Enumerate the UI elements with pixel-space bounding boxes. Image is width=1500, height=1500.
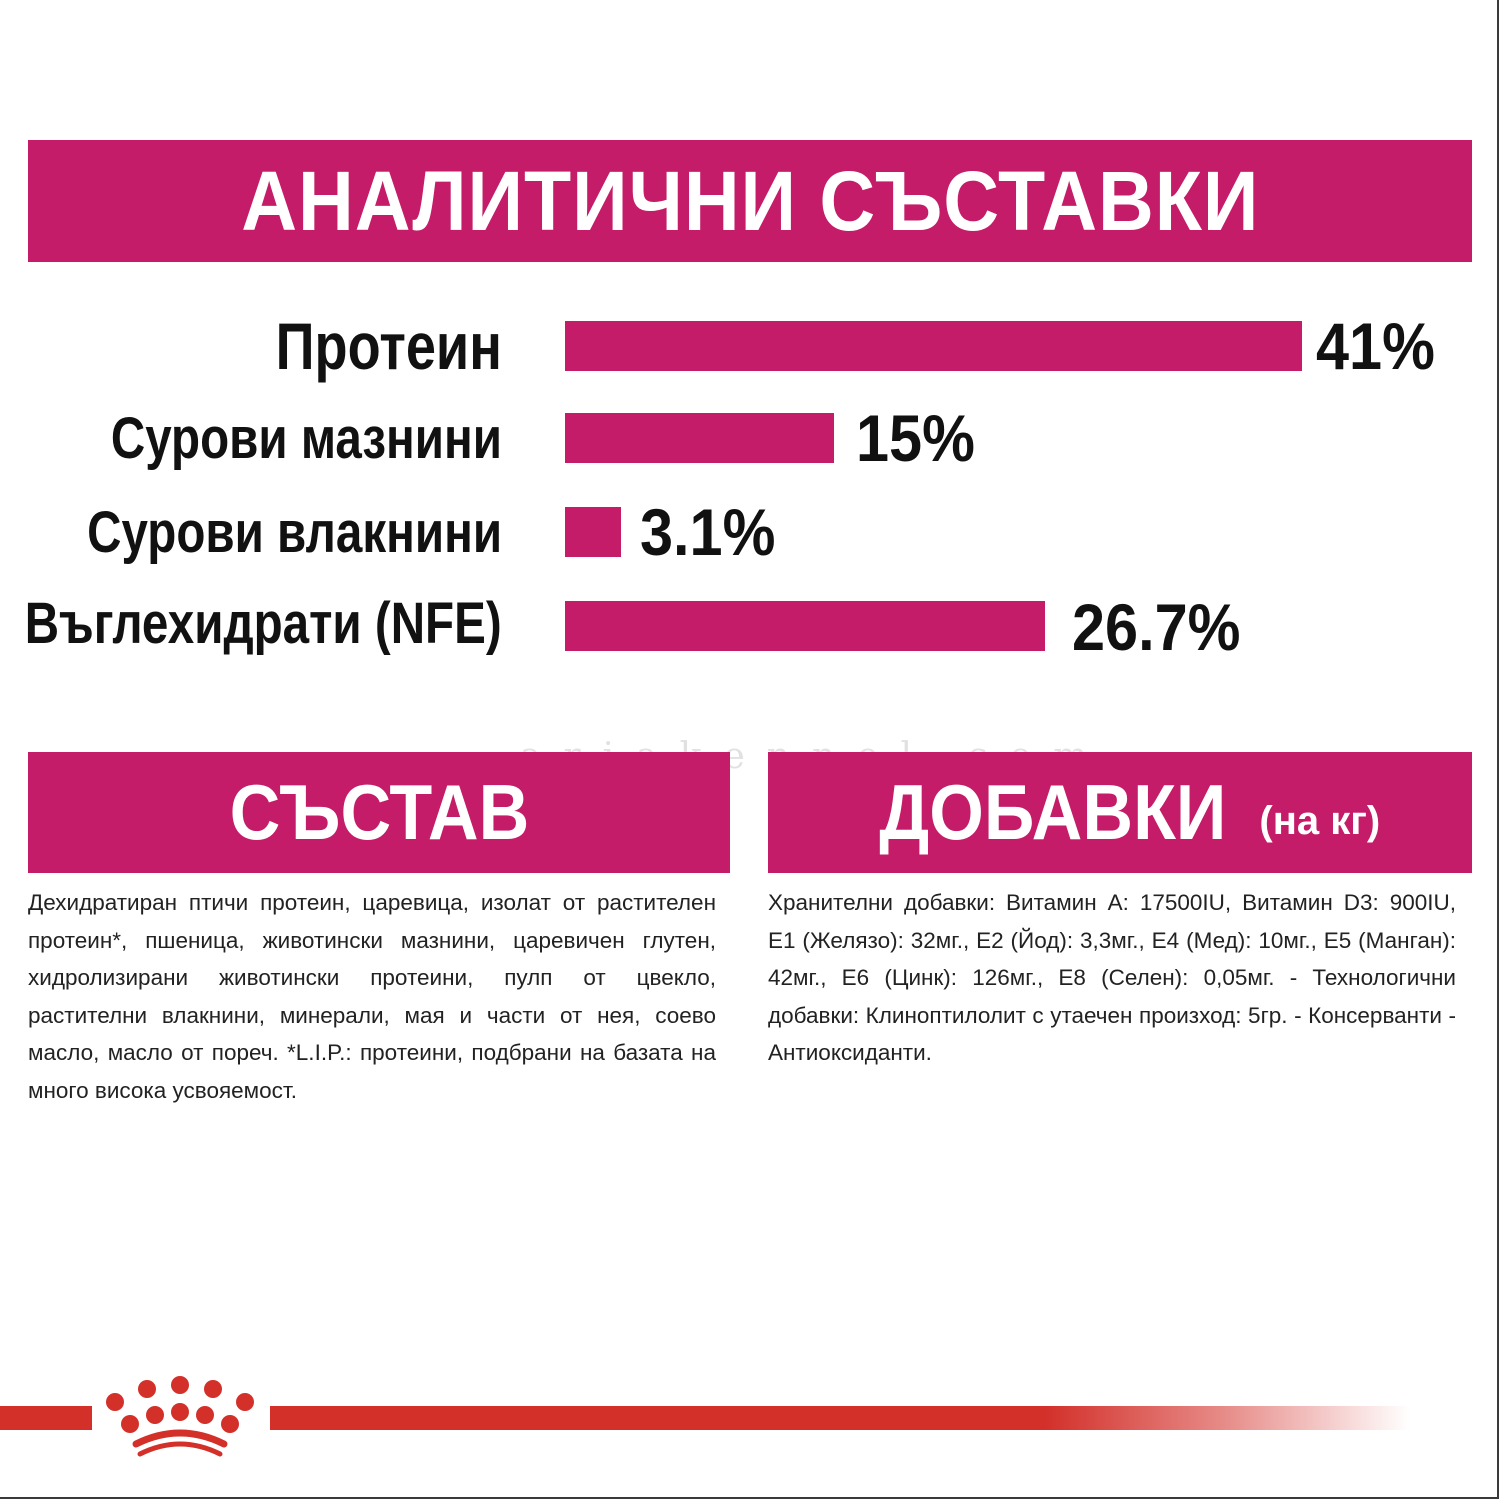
- banner-title: АНАЛИТИЧНИ СЪСТАВКИ: [240, 153, 1260, 248]
- chart-row-protein: Протеин 41%: [0, 306, 1500, 386]
- value-label: 3.1%: [640, 495, 776, 569]
- additives-text: Хранителни добавки: Витамин А: 17500IU, …: [768, 890, 1456, 1066]
- analytical-constituents-banner: АНАЛИТИЧНИ СЪСТАВКИ: [28, 140, 1472, 262]
- chart-row-fiber: Сурови влакнини 3.1%: [0, 492, 1500, 572]
- bar-nfe: [565, 601, 1045, 651]
- brand-line-right: [270, 1406, 1410, 1430]
- bar-protein: [565, 321, 1302, 371]
- chart-row-nfe: Въглехидрати (NFE) 26.7%: [0, 583, 1500, 664]
- composition-text: Дехидратиран птичи протеин, царевица, из…: [28, 890, 716, 1103]
- row-label: Протеин: [275, 309, 502, 383]
- value-label: 26.7%: [1072, 590, 1241, 664]
- composition-title: СЪСТАВ: [229, 768, 529, 856]
- bar-fiber: [565, 507, 621, 557]
- chart-row-fat: Сурови мазнини 15%: [0, 398, 1500, 478]
- row-label: Сурови мазнини: [110, 405, 502, 471]
- composition-banner: СЪСТАВ: [28, 752, 730, 873]
- bar-fat: [565, 413, 834, 463]
- value-label: 41%: [1316, 309, 1435, 383]
- row-label: Сурови влакнини: [87, 499, 502, 565]
- row-label: Въглехидрати (NFE): [25, 590, 502, 656]
- royal-canin-crown-icon: [106, 1376, 254, 1457]
- value-label: 15%: [856, 401, 975, 475]
- brand-line-left: [0, 1406, 92, 1430]
- additives-banner: ДОБАВКИ (на кг): [768, 752, 1472, 873]
- additives-subtitle: (на кг): [1259, 799, 1381, 843]
- additives-title: ДОБАВКИ: [879, 768, 1227, 856]
